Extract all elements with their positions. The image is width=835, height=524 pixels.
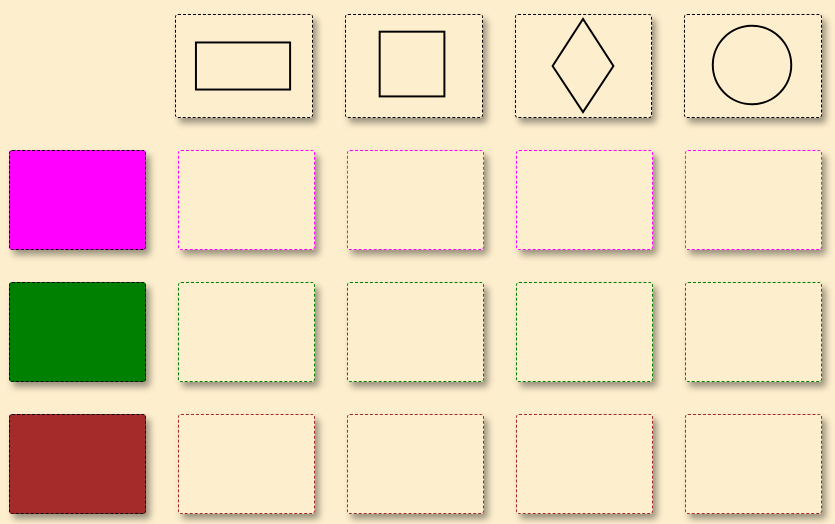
target-cell-brown-rectangle[interactable] — [178, 414, 315, 514]
color-swatch-brown[interactable] — [9, 414, 146, 514]
diamond-icon — [551, 17, 615, 114]
target-cell-brown-circle[interactable] — [685, 414, 822, 514]
target-cell-green-diamond[interactable] — [516, 282, 653, 382]
target-cell-magenta-circle[interactable] — [685, 150, 822, 250]
target-cell-brown-diamond[interactable] — [516, 414, 653, 514]
shape-cell-circle[interactable] — [684, 14, 822, 118]
shape-cell-rectangle[interactable] — [175, 14, 313, 118]
shape-cell-square[interactable] — [345, 14, 483, 118]
target-cell-magenta-diamond[interactable] — [516, 150, 653, 250]
target-cell-green-circle[interactable] — [685, 282, 822, 382]
circle-icon — [711, 24, 793, 106]
color-swatch-green[interactable] — [9, 282, 146, 382]
target-cell-brown-square[interactable] — [347, 414, 484, 514]
target-cell-green-square[interactable] — [347, 282, 484, 382]
color-swatch-magenta[interactable] — [9, 150, 146, 250]
rectangle-icon — [194, 41, 292, 91]
target-cell-magenta-square[interactable] — [347, 150, 484, 250]
target-cell-magenta-rectangle[interactable] — [178, 150, 315, 250]
target-cell-green-rectangle[interactable] — [178, 282, 315, 382]
shape-cell-diamond[interactable] — [515, 14, 652, 118]
square-icon — [378, 30, 446, 98]
